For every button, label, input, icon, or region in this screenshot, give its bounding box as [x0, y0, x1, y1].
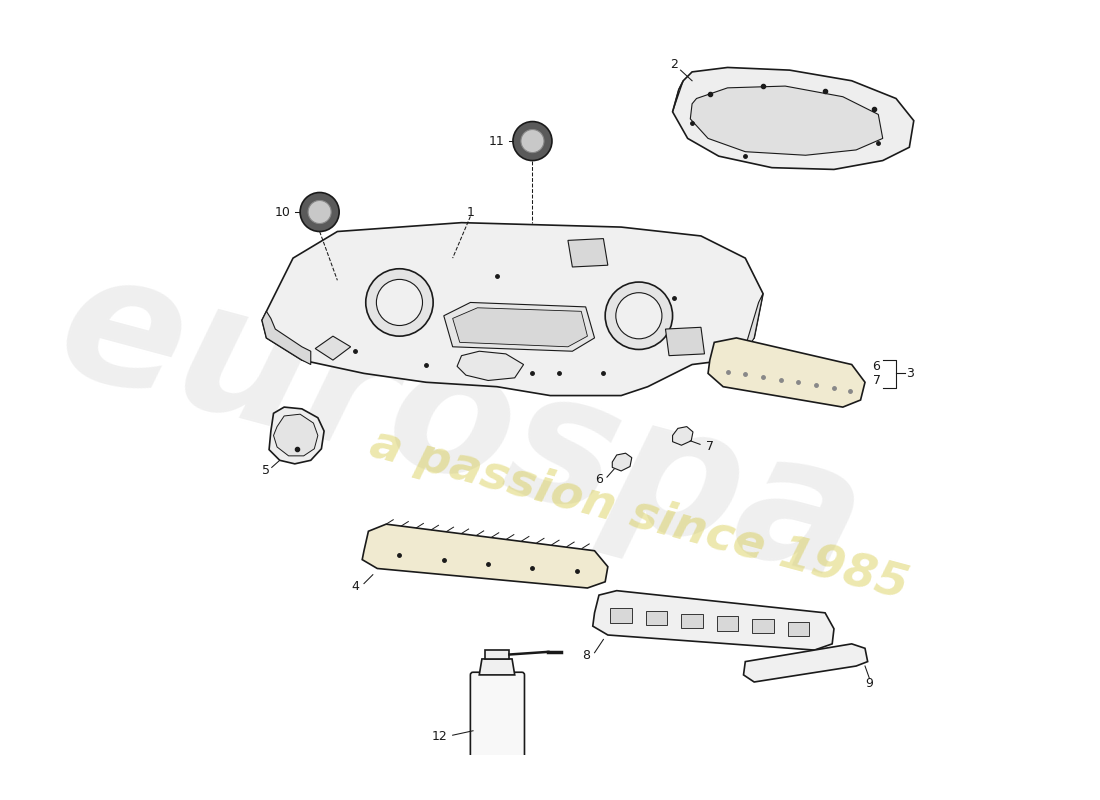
Polygon shape [788, 622, 810, 636]
Text: 1: 1 [466, 206, 474, 218]
Polygon shape [453, 308, 587, 346]
Text: 7: 7 [706, 441, 714, 454]
Text: 5: 5 [263, 465, 271, 478]
Polygon shape [681, 614, 703, 628]
Text: 10: 10 [275, 206, 290, 218]
Circle shape [308, 201, 331, 223]
Text: 9: 9 [866, 678, 873, 690]
Text: 6: 6 [872, 360, 880, 373]
Polygon shape [691, 86, 882, 155]
Polygon shape [262, 222, 763, 395]
Text: 2: 2 [670, 58, 679, 71]
Text: 6: 6 [595, 474, 603, 486]
Polygon shape [610, 608, 631, 622]
Polygon shape [744, 644, 868, 682]
Polygon shape [613, 454, 631, 471]
Polygon shape [752, 619, 773, 634]
Circle shape [521, 130, 544, 153]
Circle shape [300, 193, 339, 231]
Polygon shape [741, 294, 763, 360]
Polygon shape [316, 336, 351, 360]
FancyBboxPatch shape [471, 672, 525, 793]
Text: 7: 7 [872, 374, 880, 387]
Polygon shape [708, 338, 865, 407]
Polygon shape [666, 327, 704, 356]
Polygon shape [485, 650, 509, 659]
Polygon shape [443, 302, 594, 351]
Polygon shape [646, 611, 668, 626]
Text: 8: 8 [582, 649, 590, 662]
Polygon shape [480, 659, 515, 675]
Circle shape [376, 279, 422, 326]
Polygon shape [270, 407, 324, 464]
Circle shape [605, 282, 672, 350]
Circle shape [365, 269, 433, 336]
Circle shape [616, 293, 662, 339]
Text: eurospa: eurospa [42, 235, 881, 618]
Text: 3: 3 [906, 367, 914, 380]
Text: 4: 4 [351, 580, 359, 593]
Polygon shape [458, 351, 524, 381]
Polygon shape [672, 67, 914, 170]
Polygon shape [672, 81, 683, 112]
Text: 12: 12 [431, 730, 448, 743]
Text: 11: 11 [490, 134, 505, 147]
Circle shape [513, 122, 552, 161]
Polygon shape [568, 238, 608, 267]
Polygon shape [717, 616, 738, 630]
Polygon shape [672, 426, 693, 446]
Polygon shape [262, 311, 311, 365]
Polygon shape [274, 414, 318, 456]
Polygon shape [362, 524, 608, 588]
Text: a passion since 1985: a passion since 1985 [365, 422, 913, 609]
Polygon shape [593, 590, 834, 650]
